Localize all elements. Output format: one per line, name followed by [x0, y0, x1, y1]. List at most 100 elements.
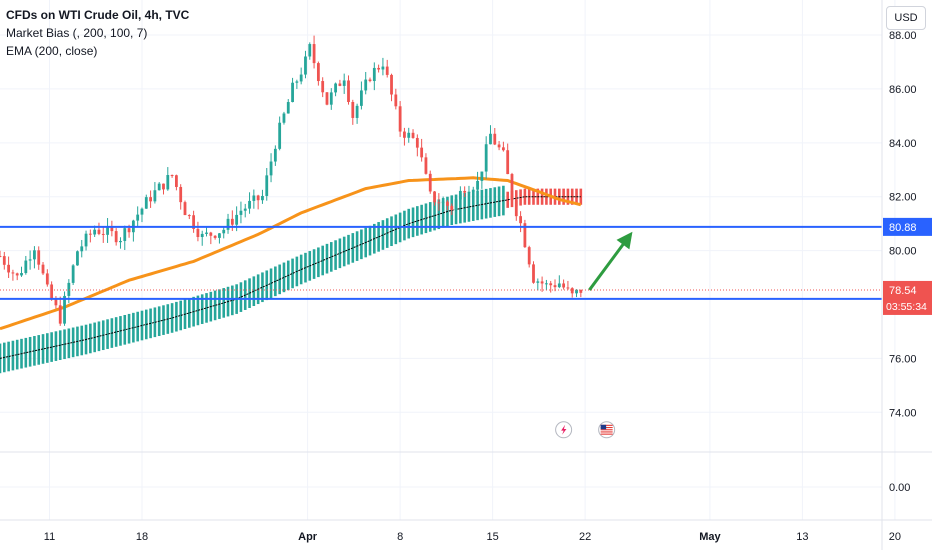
candle-body: [101, 233, 105, 235]
candle-body: [385, 66, 389, 75]
flag-stripe: [600, 426, 613, 429]
candle-body: [325, 92, 329, 105]
candle-body: [295, 81, 299, 83]
market-bias-midline: [0, 196, 581, 359]
candle-body: [226, 218, 230, 230]
candle-body: [256, 195, 260, 201]
candle-body: [299, 74, 303, 82]
candle-body: [579, 289, 583, 293]
candle-body: [80, 246, 84, 252]
candle-body: [97, 229, 101, 234]
candle-body: [553, 285, 557, 288]
candle-body: [119, 240, 122, 243]
candle-body: [545, 283, 548, 285]
candle-body: [187, 215, 191, 217]
candle-body: [351, 102, 355, 118]
candle-body: [28, 259, 32, 261]
candle-body: [291, 82, 294, 103]
flag-stripe: [600, 431, 613, 433]
candle-body: [286, 102, 290, 114]
candle-body: [467, 191, 471, 193]
market-bias-ribbon: [0, 185, 583, 374]
us-flag-icon: [598, 421, 616, 439]
candle-body: [153, 190, 157, 202]
candle-body: [506, 150, 510, 175]
candle-body: [312, 44, 316, 64]
candle-body: [381, 66, 385, 70]
x-tick-label: May: [699, 531, 721, 543]
trend-arrow-line: [588, 237, 629, 291]
candle-body: [484, 144, 488, 172]
candle-body: [93, 229, 97, 235]
candle-body: [489, 133, 492, 145]
candle-body: [441, 201, 445, 204]
candle-body: [338, 83, 342, 86]
candle-body: [149, 197, 152, 202]
candle-body: [230, 218, 234, 225]
candle-body: [166, 175, 170, 190]
candle-body: [394, 94, 398, 107]
flag-stripe: [600, 433, 613, 435]
candle-body: [76, 251, 79, 266]
candle-body: [501, 147, 505, 151]
candle-body: [364, 79, 368, 91]
x-tick-label: 22: [579, 531, 591, 543]
candle-body: [243, 208, 247, 211]
candle-body: [372, 67, 376, 82]
chart-title: CFDs on WTI Crude Oil, 4h, TVC: [6, 8, 190, 22]
candle-body: [420, 147, 424, 158]
candle-body: [476, 180, 479, 190]
candle-body: [175, 175, 178, 187]
candle-body: [458, 190, 462, 200]
candle-body: [45, 273, 49, 285]
current-price-tag: [883, 280, 932, 315]
candle-body: [428, 173, 432, 192]
horizontal-levels[interactable]: [0, 225, 882, 300]
candle-body: [84, 233, 88, 247]
candle-body: [261, 195, 264, 201]
candle-body: [527, 247, 531, 265]
candle-body: [114, 231, 118, 243]
candle-body: [196, 228, 200, 238]
candle-body: [136, 214, 140, 221]
y-tick-label: 76.00: [889, 353, 917, 365]
candle-body: [33, 250, 36, 260]
currency-button[interactable]: USD: [886, 6, 926, 30]
candle-body: [454, 199, 458, 211]
level-price-tag-label: 80.88: [889, 222, 917, 234]
current-price-label: 78.54: [889, 285, 917, 297]
candle-body: [403, 131, 406, 138]
candle-body: [557, 283, 561, 288]
candle-body: [183, 202, 187, 216]
candle-body: [316, 63, 320, 82]
y-tick-label: 82.00: [889, 192, 917, 204]
candle-body: [510, 174, 514, 201]
candle-body: [549, 283, 553, 286]
candle-body: [411, 132, 415, 138]
candle-body: [424, 157, 428, 174]
trend-arrow-head: [616, 231, 633, 250]
candle-body: [106, 226, 109, 235]
candle-body: [248, 200, 251, 209]
candle-body: [127, 228, 131, 233]
indicator-market-bias[interactable]: Market Bias (, 200, 100, 7): [6, 26, 148, 40]
y-tick-label: 88.00: [889, 30, 917, 42]
ema-line: [0, 176, 582, 331]
candle-body: [308, 44, 312, 57]
candle-body: [304, 56, 307, 75]
flag-stripe: [600, 424, 613, 426]
indicator-ema[interactable]: EMA (200, close): [6, 44, 98, 58]
candle-body: [415, 137, 419, 148]
candle-body: [398, 106, 402, 132]
candle-body: [377, 67, 381, 70]
candle-body: [37, 250, 41, 265]
candle-body: [144, 197, 148, 209]
candle-body: [54, 299, 58, 306]
candle-body: [446, 201, 449, 206]
candle-body: [50, 284, 54, 300]
flag-canton: [600, 424, 607, 430]
candle-body: [278, 122, 282, 149]
candle-body: [360, 90, 363, 106]
x-tick-label: 15: [487, 531, 499, 543]
